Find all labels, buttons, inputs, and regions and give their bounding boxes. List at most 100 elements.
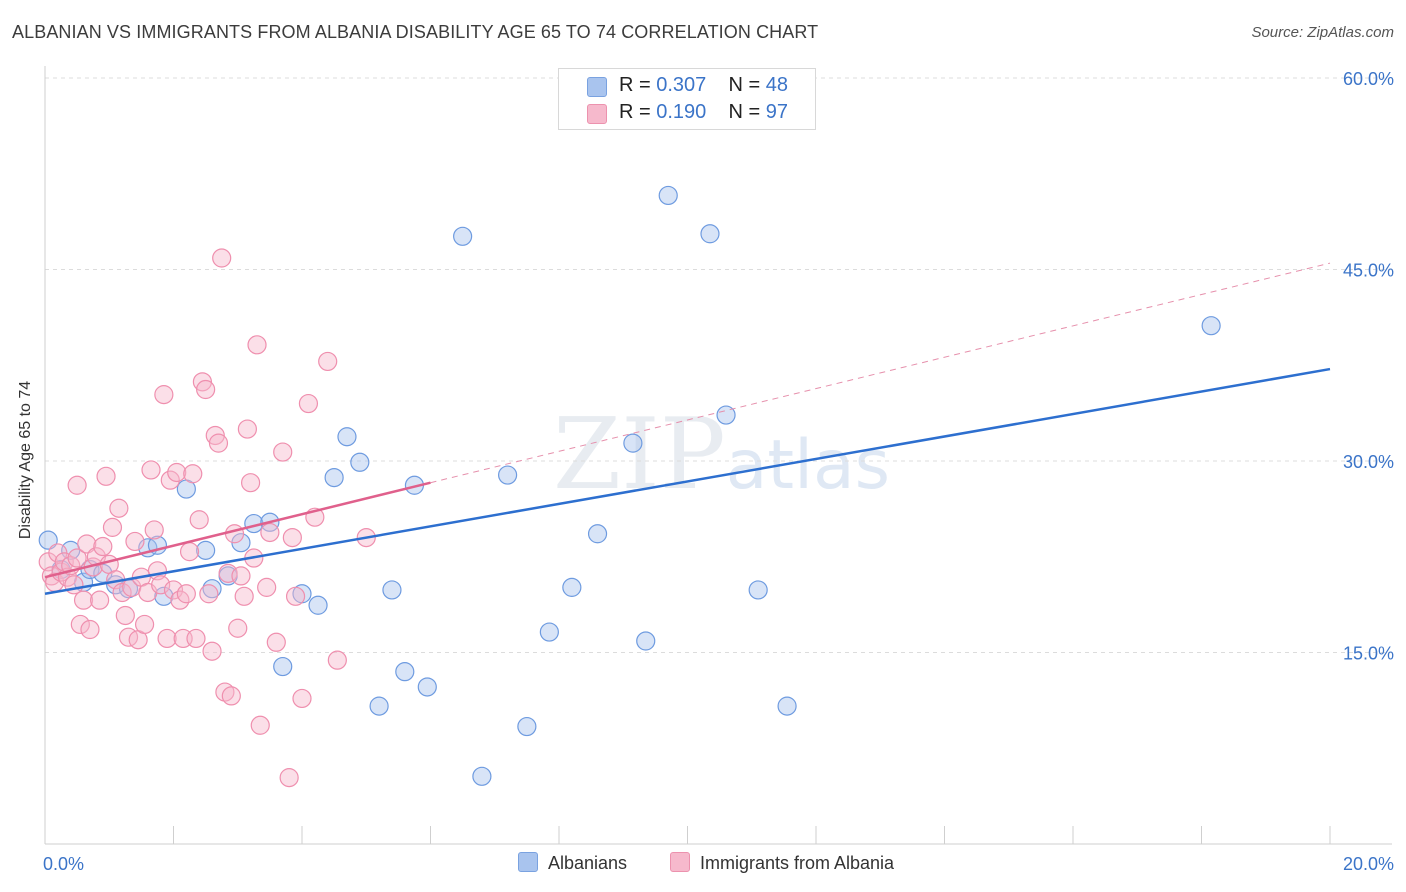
point-immigrants-53 (205, 425, 225, 446)
point-immigrants-9 (67, 548, 87, 568)
legend-swatch-albanians (587, 77, 607, 97)
point-immigrants-63 (237, 419, 257, 439)
point-immigrants-69 (260, 522, 280, 543)
point-albanians-29 (453, 226, 473, 246)
legend-label-albanians: Albanians (548, 853, 628, 873)
point-immigrants-13 (77, 534, 97, 554)
point-immigrants-10 (67, 475, 87, 495)
point-albanians-25 (382, 580, 402, 600)
point-immigrants-74 (285, 586, 306, 606)
legend-n-immigrants: 97 (765, 101, 789, 123)
y-axis-label: Disability Age 65 to 74 (17, 380, 34, 540)
point-immigrants-24 (112, 582, 132, 603)
x-tick-label-0: 0.0% (43, 854, 84, 874)
point-albanians-36 (623, 433, 643, 453)
chart-title: ALBANIAN VS IMMIGRANTS FROM ALBANIA DISA… (12, 22, 819, 42)
x-tick-label-1: 20.0% (1343, 854, 1394, 874)
point-immigrants-41 (167, 462, 187, 483)
point-albanians-13 (202, 579, 222, 599)
legend-n-albanians: 48 (765, 74, 789, 96)
point-albanians-21 (324, 467, 344, 488)
point-immigrants-61 (231, 566, 251, 586)
point-immigrants-17 (90, 590, 110, 610)
legend-text-immigrants: R = 0.190 N = 97 (619, 101, 789, 123)
point-immigrants-60 (228, 618, 248, 638)
point-immigrants-49 (192, 372, 213, 392)
y-tick-label-1: 30.0% (1343, 452, 1394, 472)
point-immigrants-79 (327, 650, 347, 670)
point-immigrants-25 (115, 605, 135, 626)
point-immigrants-52 (202, 641, 222, 661)
point-immigrants-45 (179, 542, 200, 562)
point-immigrants-75 (292, 688, 312, 709)
point-albanians-28 (417, 677, 437, 697)
point-albanians-20 (308, 595, 328, 615)
legend-label-immigrants: Immigrants from Albania (700, 853, 895, 873)
point-immigrants-76 (298, 393, 319, 414)
point-immigrants-23 (109, 498, 129, 518)
point-immigrants-18 (93, 536, 113, 557)
point-immigrants-36 (151, 575, 171, 595)
point-immigrants-37 (154, 385, 174, 405)
point-immigrants-48 (189, 510, 209, 530)
point-immigrants-68 (257, 577, 277, 597)
point-immigrants-54 (208, 433, 229, 453)
point-immigrants-8 (64, 575, 84, 595)
point-albanians-38 (658, 185, 678, 206)
point-immigrants-12 (73, 590, 94, 610)
legend-item-immigrants: Immigrants from Albania (670, 852, 894, 876)
point-immigrants-51 (199, 584, 219, 604)
point-albanians-12 (196, 540, 216, 560)
point-immigrants-46 (183, 464, 203, 484)
point-albanians-35 (587, 524, 608, 544)
source-label: Source: ZipAtlas.com (1251, 24, 1394, 41)
stats-legend: R = 0.307 N = 48 R = 0.190 N = 97 (558, 68, 816, 130)
legend-r-immigrants: 0.190 (656, 101, 707, 123)
point-immigrants-31 (134, 614, 155, 635)
point-immigrants-14 (80, 619, 100, 640)
y-tick-label-2: 45.0% (1343, 261, 1394, 281)
point-immigrants-44 (176, 584, 196, 604)
point-albanians-34 (562, 577, 582, 597)
point-albanians-26 (395, 662, 415, 682)
point-immigrants-11 (70, 614, 90, 635)
point-immigrants-19 (96, 466, 116, 486)
point-immigrants-64 (241, 473, 261, 493)
legend-item-albanians: Albanians (518, 852, 627, 876)
point-albanians-30 (472, 766, 492, 786)
point-albanians-31 (498, 465, 518, 485)
point-immigrants-47 (186, 628, 206, 649)
point-albanians-32 (517, 716, 537, 737)
point-immigrants-59 (224, 524, 245, 544)
watermark-atlas: atlas (725, 426, 891, 505)
watermark: ZIPatlas (553, 398, 890, 512)
point-immigrants-38 (157, 628, 177, 649)
point-immigrants-70 (266, 632, 286, 652)
point-immigrants-67 (250, 715, 270, 735)
point-immigrants-28 (125, 531, 145, 552)
point-albanians-0 (38, 530, 58, 550)
point-immigrants-50 (196, 379, 216, 400)
legend-r-albanians: 0.307 (656, 74, 707, 96)
point-albanians-10 (154, 586, 174, 606)
point-albanians-43 (1201, 316, 1221, 336)
legend-swatch-albanians-bottom (518, 852, 538, 872)
point-immigrants-66 (247, 335, 267, 355)
point-immigrants-62 (234, 586, 254, 606)
point-albanians-39 (700, 224, 720, 244)
point-albanians-24 (369, 696, 389, 716)
point-immigrants-58 (221, 686, 241, 706)
point-immigrants-73 (282, 527, 302, 548)
legend-swatch-immigrants-bottom (670, 852, 690, 872)
point-albanians-33 (539, 622, 559, 642)
point-immigrants-33 (141, 460, 161, 480)
trend-line-albanians (44, 367, 1331, 596)
point-immigrants-40 (163, 580, 184, 600)
point-immigrants-39 (160, 470, 180, 490)
point-albanians-23 (350, 452, 370, 472)
legend-swatch-immigrants (587, 104, 607, 124)
y-tick-label-0: 15.0% (1343, 644, 1394, 664)
y-tick-label-3: 60.0% (1343, 69, 1394, 89)
point-albanians-42 (777, 696, 797, 716)
